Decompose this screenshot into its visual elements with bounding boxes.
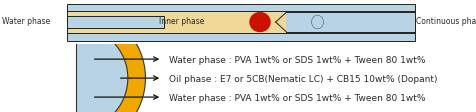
Ellipse shape — [25, 27, 128, 112]
Text: Water phase: Water phase — [2, 17, 50, 26]
Bar — [67, 12, 414, 34]
Ellipse shape — [311, 16, 323, 30]
Ellipse shape — [7, 10, 145, 112]
Bar — [67, 4, 414, 41]
Bar — [67, 17, 164, 28]
Bar — [286, 13, 414, 32]
Text: Oil phase : E7 or 5CB(Nematic LC) + CB15 10wt% (Dopant): Oil phase : E7 or 5CB(Nematic LC) + CB15… — [169, 74, 437, 83]
Text: Water phase : PVA 1wt% or SDS 1wt% + Tween 80 1wt%: Water phase : PVA 1wt% or SDS 1wt% + Twe… — [169, 55, 425, 64]
Text: Water phase : PVA 1wt% or SDS 1wt% + Tween 80 1wt%: Water phase : PVA 1wt% or SDS 1wt% + Twe… — [169, 93, 425, 102]
Ellipse shape — [249, 13, 270, 33]
Text: Continuous phase: Continuous phase — [416, 17, 476, 26]
Bar — [0, 45, 76, 112]
Text: Inner phase: Inner phase — [158, 17, 204, 26]
